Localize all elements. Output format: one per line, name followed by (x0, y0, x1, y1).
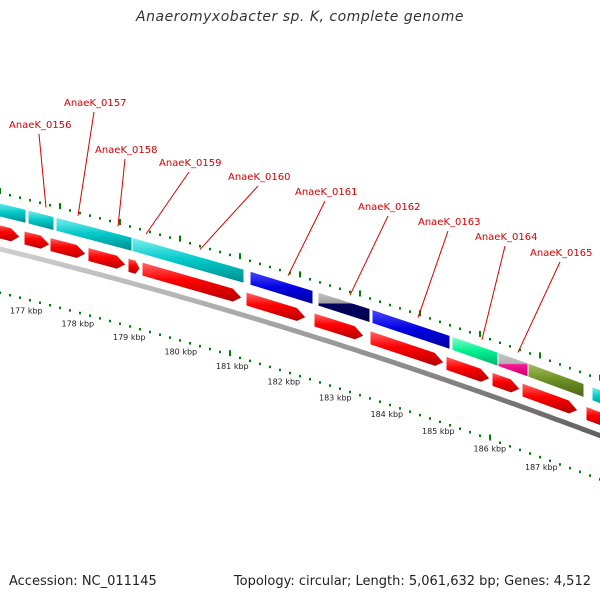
cds-arrow[interactable] (491, 371, 521, 394)
gene-label-leader (349, 215, 389, 296)
cds-arrow[interactable] (369, 330, 445, 367)
gene-label[interactable]: AnaeK_0156 (9, 120, 71, 131)
map-title: Anaeromyxobacter sp. K, complete genome (136, 9, 464, 25)
kbp-label: 187 kbp (525, 463, 558, 472)
cds-arrow[interactable] (245, 291, 307, 323)
cds-arrow[interactable] (313, 312, 365, 341)
cds-arrow[interactable] (127, 257, 141, 275)
gene-label-leader (38, 133, 47, 208)
gene-label-leader (517, 261, 561, 353)
kbp-label: 179 kbp (113, 333, 146, 342)
cds-arrow[interactable] (49, 236, 87, 260)
kbp-label: 185 kbp (422, 427, 455, 436)
inner-tick-ring (0, 291, 600, 481)
kbp-label: 183 kbp (319, 393, 352, 402)
gene-label-leader (287, 200, 326, 276)
gene-label[interactable]: AnaeK_0164 (475, 232, 537, 243)
kbp-label: 184 kbp (371, 410, 404, 419)
cds-arrow[interactable] (0, 224, 21, 243)
kbp-label: 178 kbp (62, 320, 95, 329)
feature-segment[interactable] (317, 291, 371, 324)
gene-label[interactable]: AnaeK_0159 (159, 158, 221, 169)
feature-segment[interactable] (27, 209, 55, 232)
gene-label-group: AnaeK_0156 AnaeK_0157 AnaeK_0158AnaeK_0159… (9, 98, 592, 353)
gene-label[interactable]: AnaeK_0157 (64, 98, 126, 109)
gene-label[interactable]: AnaeK_0163 (418, 217, 480, 228)
cds-arrow[interactable] (23, 230, 51, 250)
gene-label[interactable]: AnaeK_0160 (228, 172, 290, 183)
feature-segment[interactable] (527, 362, 585, 399)
gene-label[interactable]: AnaeK_0165 (530, 248, 592, 259)
cds-arrow[interactable] (445, 355, 491, 383)
cds-arrow-row (0, 224, 600, 427)
kbp-label: 182 kbp (268, 377, 301, 386)
gene-label[interactable]: AnaeK_0162 (358, 202, 420, 213)
kbp-label: 180 kbp (165, 347, 198, 356)
backbone-line (0, 246, 600, 439)
gene-label-leader (417, 230, 449, 318)
feature-segment[interactable] (131, 236, 245, 284)
feature-segment[interactable] (497, 351, 529, 378)
outer-tick-ring (0, 188, 600, 381)
kbp-label: 181 kbp (216, 362, 249, 371)
cds-arrow[interactable] (141, 261, 243, 303)
cds-arrow[interactable] (521, 382, 579, 415)
cds-arrow[interactable] (585, 405, 600, 427)
kbp-label: 186 kbp (474, 445, 507, 454)
feature-segment[interactable] (371, 308, 451, 351)
gene-label-leader (145, 171, 190, 235)
gene-label-leader (199, 185, 259, 250)
genome-stats-text: Topology: circular; Length: 5,061,632 bp… (233, 574, 591, 589)
feature-segment[interactable] (0, 202, 27, 225)
accession-text: Accession: NC_011145 (9, 574, 157, 589)
gene-label[interactable]: AnaeK_0161 (295, 187, 357, 198)
gene-label-leader (117, 158, 126, 227)
gene-label-leader (77, 111, 95, 216)
kbp-label-group: 177 kbp 178 kbp 179 kbp 180 kbp 181 kbp 182 k… (10, 307, 558, 472)
kbp-label: 177 kbp (10, 307, 43, 316)
feature-segment[interactable] (249, 270, 314, 306)
feature-segment[interactable] (591, 385, 600, 408)
gene-label[interactable]: AnaeK_0158 (95, 145, 157, 156)
gene-label-leader (481, 245, 506, 340)
feature-band (0, 202, 600, 408)
cds-arrow[interactable] (87, 246, 127, 270)
